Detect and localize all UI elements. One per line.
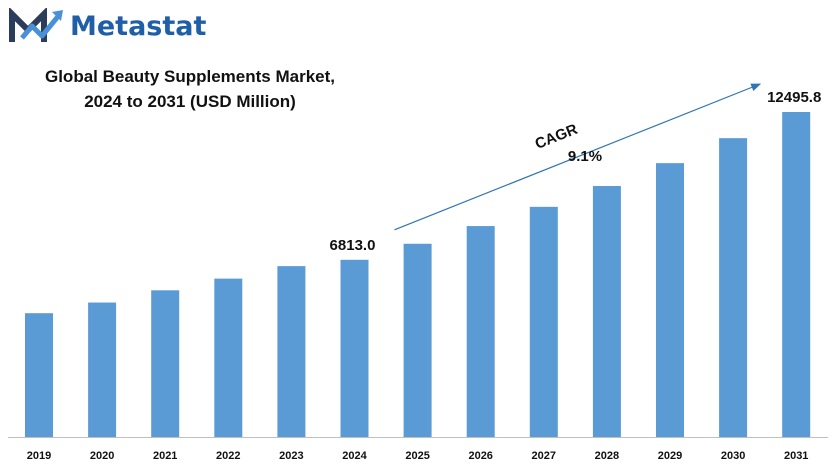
chart-title-line-2: 2024 to 2031 (USD Million) (84, 92, 296, 111)
x-tick-2030: 2030 (721, 450, 745, 462)
x-tick-2020: 2020 (90, 450, 114, 462)
chart-title-line-1: Global Beauty Supplements Market, (44, 67, 335, 86)
x-tick-2029: 2029 (658, 450, 682, 462)
bar-2027 (529, 206, 558, 437)
bar-2022 (214, 278, 243, 437)
x-tick-2024: 2024 (342, 450, 367, 462)
bar-2023 (277, 266, 306, 437)
x-tick-2021: 2021 (153, 450, 177, 462)
bar-2019 (25, 313, 53, 437)
data-label-2024: 6813.0 (330, 237, 376, 254)
cagr-arrow (394, 83, 762, 231)
x-tick-labels: 2019 2020 2021 2022 2023 2024 2025 2026 2027 2028… (27, 450, 809, 462)
brand-logo: Metastat (8, 6, 206, 46)
chart-title: Global Beauty Supplements Market, 2024 t… (10, 64, 370, 114)
x-tick-2023: 2023 (279, 450, 303, 462)
cagr-value: 9.1% (568, 148, 602, 165)
bar-2025 (403, 243, 432, 437)
bars-group (25, 112, 811, 437)
bar-2021 (151, 290, 180, 437)
bar-2024 (340, 259, 369, 437)
metastat-m-icon (9, 8, 63, 42)
data-label-2031: 12495.8 (767, 89, 821, 106)
bar-2028 (592, 186, 621, 437)
data-labels: 6813.0 12495.8 (330, 89, 822, 254)
x-tick-2028: 2028 (595, 450, 619, 462)
x-tick-2027: 2027 (532, 450, 556, 462)
bar-2026 (466, 226, 495, 437)
x-tick-2019: 2019 (27, 450, 51, 462)
x-tick-2031: 2031 (784, 450, 808, 462)
bar-2031 (782, 112, 811, 437)
bar-2029 (656, 163, 684, 437)
x-tick-2026: 2026 (468, 450, 492, 462)
x-tick-2025: 2025 (405, 450, 429, 462)
bar-2020 (88, 302, 117, 437)
brand-name: Metastat (70, 10, 207, 42)
bar-2030 (719, 138, 748, 437)
x-tick-2022: 2022 (216, 450, 240, 462)
